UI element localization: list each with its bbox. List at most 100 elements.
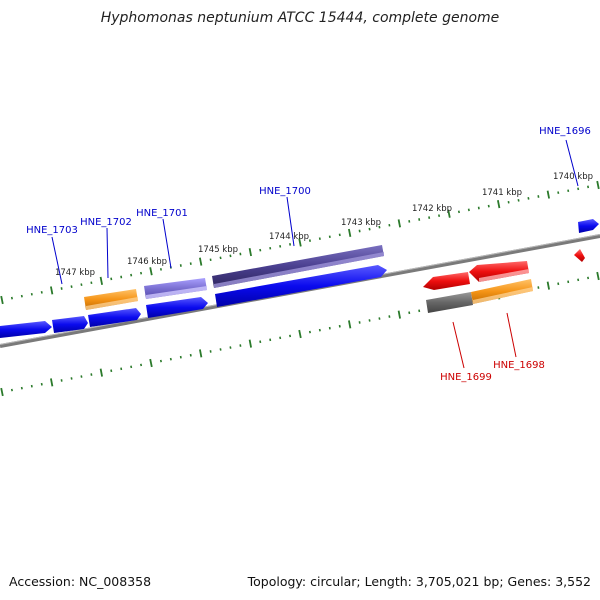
feature-blue-1[interactable] [0, 321, 52, 338]
outer-ruler-minor-tick [279, 245, 282, 248]
ruler-label-1745: 1745 kbp [198, 245, 238, 255]
inner-ruler-minor-tick [368, 319, 371, 322]
feature-orange-base [86, 297, 138, 310]
outer-ruler-minor-tick [219, 256, 222, 260]
gene-label-hne-1700[interactable]: HNE_1700 [259, 186, 311, 197]
inner-ruler-minor-tick [189, 353, 192, 357]
leader-hne-1700 [286, 196, 295, 247]
inner-ruler-major-tick [50, 378, 54, 387]
outer-ruler-minor-tick [110, 277, 113, 281]
inner-ruler-major-tick [397, 310, 401, 319]
feature-orange-2-base [473, 287, 533, 304]
inner-ruler-minor-tick [130, 365, 133, 369]
inner-ruler-minor-tick [318, 328, 321, 332]
outer-ruler-minor-tick [487, 204, 490, 208]
feature-blue-4[interactable] [146, 297, 208, 318]
ruler-ticks-outer [0, 180, 600, 305]
inner-ruler-major-tick [149, 358, 153, 368]
feature-red-marker[interactable] [574, 249, 585, 262]
outer-ruler-minor-tick [457, 210, 460, 214]
ruler-label-1747: 1747 kbp [55, 268, 95, 278]
outer-ruler-major-tick [546, 190, 550, 199]
inner-ruler-major-tick [99, 368, 103, 377]
inner-ruler-minor-tick [289, 334, 292, 338]
inner-ruler-minor-tick [219, 348, 222, 351]
inner-ruler-major-tick [298, 329, 302, 339]
outer-ruler-minor-tick [338, 233, 341, 237]
feature-lavender-base [146, 286, 207, 299]
leader-hne-1703 [51, 236, 63, 285]
feature-blue-5[interactable] [215, 265, 387, 307]
outer-ruler-minor-tick [368, 227, 371, 231]
inner-ruler-minor-tick [80, 375, 83, 378]
gene-labels: HNE_1696 HNE_1700 HNE_1701 HNE_1702 HNE_… [26, 126, 591, 383]
outer-ruler-major-tick [447, 209, 451, 218]
topology-summary: Topology: circular; Length: 3,705,021 bp… [247, 574, 591, 589]
gene-label-hne-1701[interactable]: HNE_1701 [136, 208, 188, 219]
ruler-label-1743: 1743 kbp [341, 218, 381, 228]
ruler-label-1744: 1744 kbp [269, 232, 309, 242]
outer-ruler-major-tick [199, 257, 203, 266]
outer-ruler-minor-tick [70, 285, 73, 288]
outer-ruler-minor-tick [10, 296, 13, 300]
outer-ruler-major-tick [397, 219, 401, 228]
outer-ruler-minor-tick [259, 248, 262, 252]
outer-ruler-minor-tick [438, 214, 441, 217]
inner-ruler-minor-tick [40, 382, 43, 386]
outer-ruler-minor-tick [577, 187, 580, 191]
outer-ruler-minor-tick [527, 197, 530, 200]
feature-track-lower [0, 265, 533, 338]
ruler-label-1741: 1741 kbp [482, 188, 522, 198]
outer-ruler-minor-tick [517, 199, 520, 202]
inner-ruler-minor-tick [169, 357, 172, 361]
outer-ruler-minor-tick [130, 273, 133, 277]
feature-track-upper [84, 219, 599, 310]
gene-label-hne-1698[interactable]: HNE_1698 [493, 360, 545, 371]
feature-blue-3[interactable] [88, 308, 141, 327]
inner-ruler-major-tick [199, 349, 203, 358]
gene-label-hne-1702[interactable]: HNE_1702 [80, 217, 132, 228]
outer-ruler-minor-tick [557, 191, 560, 194]
feature-red-2-base [479, 269, 529, 282]
outer-ruler-minor-tick [20, 294, 23, 298]
outer-ruler-minor-tick [308, 239, 311, 242]
feature-blue-2[interactable] [52, 316, 88, 333]
inner-ruler-minor-tick [140, 363, 143, 367]
inner-ruler-minor-tick [70, 377, 73, 380]
outer-ruler-minor-tick [378, 225, 381, 229]
outer-ruler-minor-tick [428, 216, 431, 219]
gene-label-hne-1703[interactable]: HNE_1703 [26, 225, 78, 236]
outer-ruler-minor-tick [40, 291, 43, 294]
outer-ruler-major-tick [596, 180, 600, 190]
inner-ruler-minor-tick [408, 311, 411, 315]
outer-ruler-minor-tick [408, 220, 411, 223]
inner-ruler-minor-tick [577, 278, 580, 282]
ruler-labels: 1740 kbp 1741 kbp 1742 kbp 1743 kbp 1744… [55, 172, 593, 278]
gene-label-leaders [51, 139, 579, 369]
feature-red-1[interactable] [423, 272, 470, 290]
feature-gray[interactable] [426, 292, 473, 313]
leader-hne-1696 [565, 139, 579, 187]
gene-label-hne-1699[interactable]: HNE_1699 [440, 372, 492, 383]
inner-ruler-major-tick [596, 271, 600, 281]
feature-red-2[interactable] [469, 261, 529, 282]
feature-blue-edge[interactable] [578, 219, 599, 233]
inner-ruler-major-tick [248, 339, 252, 348]
accession-text: Accession: NC_008358 [9, 574, 151, 589]
inner-ruler-minor-tick [10, 388, 13, 392]
gene-label-hne-1696[interactable]: HNE_1696 [539, 126, 591, 137]
outer-ruler-minor-tick [80, 283, 83, 286]
inner-ruler-minor-tick [279, 336, 282, 340]
inner-ruler-minor-tick [20, 386, 23, 390]
outer-ruler-major-tick [99, 276, 103, 285]
inner-ruler-minor-tick [159, 359, 162, 363]
inner-ruler-minor-tick [110, 369, 113, 373]
inner-ruler-minor-tick [587, 276, 590, 280]
inner-ruler-major-tick [0, 387, 4, 397]
outer-ruler-major-tick [50, 286, 54, 295]
outer-ruler-minor-tick [189, 262, 192, 265]
leader-hne-1701 [162, 218, 172, 269]
outer-ruler-minor-tick [467, 208, 470, 212]
outer-ruler-major-tick [497, 200, 501, 209]
